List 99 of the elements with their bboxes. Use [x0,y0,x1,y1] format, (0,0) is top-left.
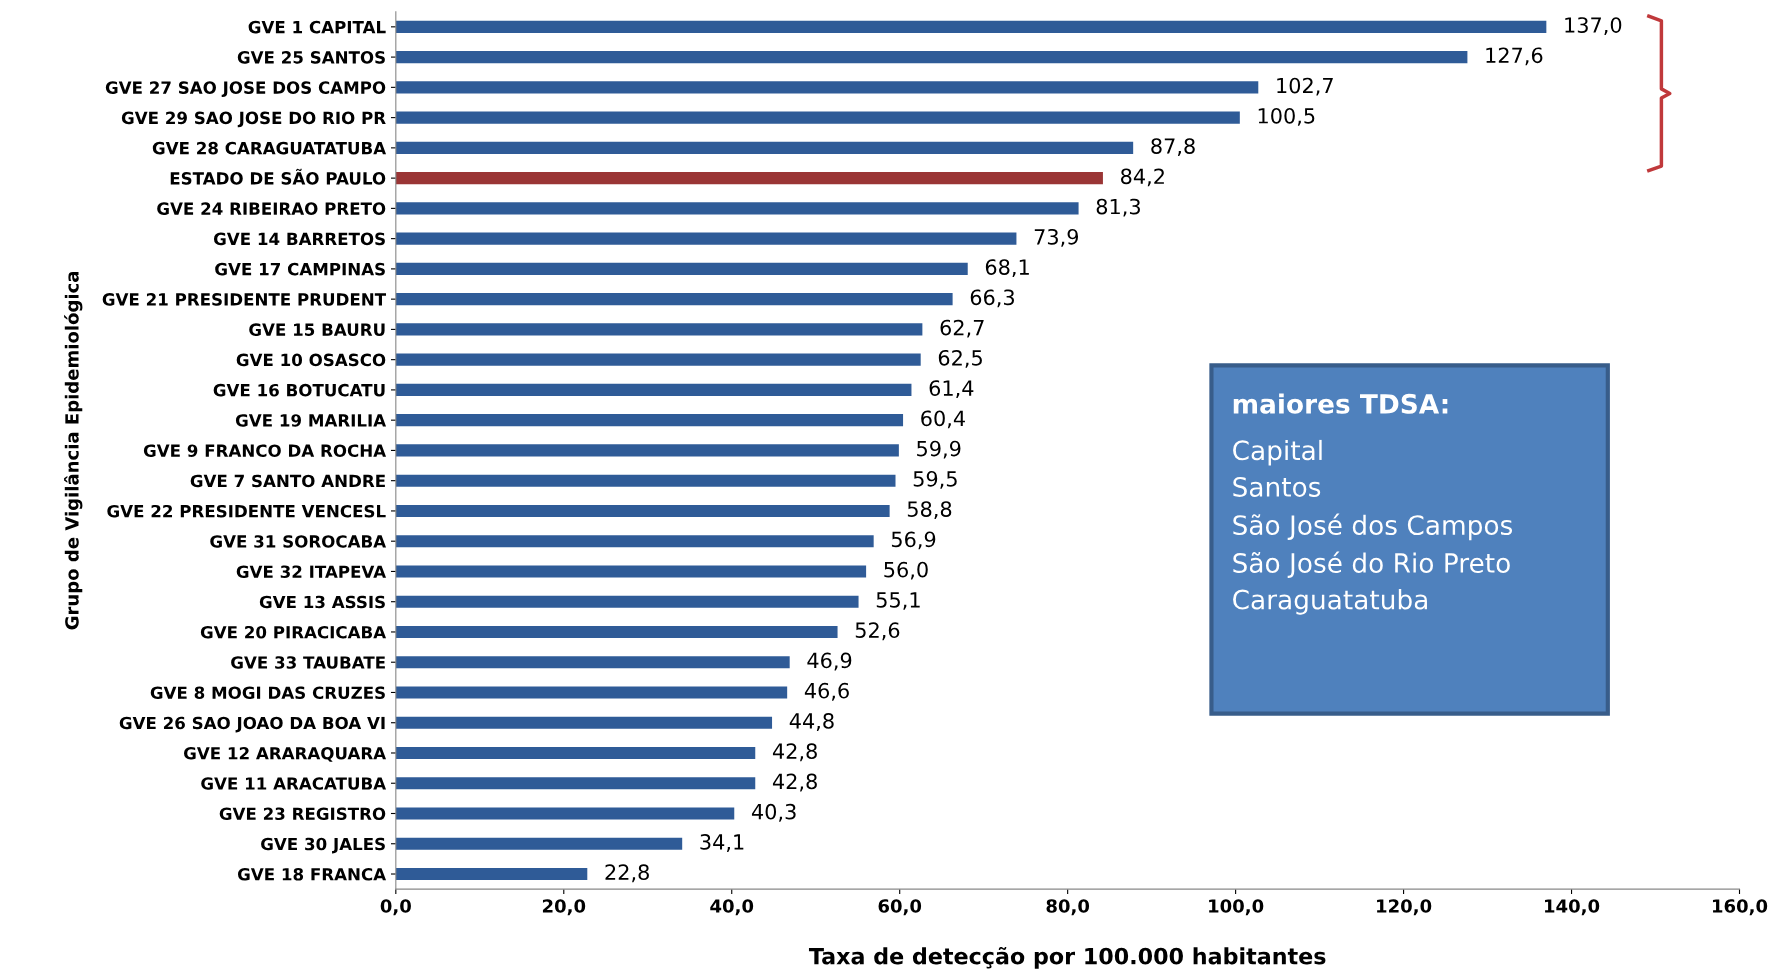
x-tick-label: 0,0 [380,899,411,916]
y-tick-label: GVE 28 CARAGUATATUBA [152,141,387,155]
data-label: 55,1 [876,592,920,610]
data-label: 61,4 [929,380,974,399]
data-label: 44,8 [789,713,834,731]
bar [395,414,904,427]
data-label: 62,7 [940,319,984,338]
y-tick-label: GVE 7 SANTO ANDRE [190,474,385,488]
y-tick-label: GVE 26 SAO JOAO DA BOA VI [119,716,385,733]
x-tick-label: 160,0 [1712,899,1768,916]
y-tick-label: GVE 18 FRANCA [237,867,387,881]
y-tick-label: GVE 24 RIBEIRAO PRETO [157,202,386,215]
data-label: 66,3 [970,289,1014,308]
y-axis-title: Grupo de Vigilância Epidemiológica [64,271,83,630]
bar [395,716,773,729]
y-tick-label: GVE 8 MOGI DAS CRUZES [150,686,385,700]
data-label: 84,2 [1121,168,1164,187]
bar [395,293,953,306]
y-tick-label: GVE 14 BARRETOS [213,232,385,246]
y-tick-label: GVE 22 PRESIDENTE VENCESL [107,504,386,518]
y-tick-label: GVE 11 ARACATUBA [201,777,387,790]
bar [395,444,899,457]
data-label: 100,5 [1258,107,1315,126]
y-tick-label: GVE 20 PIRACICABA [200,625,387,639]
x-tick-label: 60,0 [878,899,922,916]
data-label: 40,3 [751,803,796,822]
y-tick-label: GVE 27 SAO JOSE DOS CAMPO [105,81,386,98]
bar [395,323,923,336]
y-tick-label: GVE 16 BOTUCATU [213,383,385,397]
bar [395,353,921,366]
bar [395,656,790,669]
bar [395,504,890,517]
x-tick-label: 80,0 [1046,899,1090,916]
annotation: maiores TDSA: Capital Santos São José dos Campos São José do Rio Preto Caraguatatuba [1233,393,1513,615]
bar [395,262,968,275]
data-label: 42,8 [772,773,817,792]
y-tick-label: ESTADO DE SÃO PAULO [170,168,386,185]
data-label: 68,1 [985,259,1029,278]
bar [395,867,588,881]
y-tick-label: GVE 31 SOROCABA [210,535,387,548]
bar [395,232,1017,245]
data-label: 34,1 [700,834,744,852]
x-tick-label: 40,0 [710,899,754,916]
data-label: 52,6 [855,622,900,641]
x-tick-label: 20,0 [542,899,586,916]
y-tick-label: GVE 10 OSASCO [236,353,386,367]
data-label: 46,6 [804,682,849,701]
y-tick-label: GVE 32 ITAPEVA [236,565,387,579]
data-label: 87,8 [1151,138,1195,157]
data-label: 56,9 [891,531,936,550]
y-tick-label: GVE 33 TAUBATE [231,656,385,669]
x-tick-label: 120,0 [1377,899,1432,916]
data-label: 60,4 [921,410,965,429]
y-tick-label: GVE 21 PRESIDENTE PRUDENT [102,293,387,306]
data-label: 58,8 [907,501,952,520]
x-axis-title: Taxa de detecção por 100.000 habitantes [808,946,1326,969]
bar [395,474,896,487]
data-label: 42,8 [772,743,817,762]
data-label: 59,9 [917,440,961,459]
y-tick-label: GVE 15 BAURU [249,323,385,336]
y-tick-label: GVE 9 FRANCO DA ROCHA [143,444,387,457]
bar [395,807,735,820]
data-label: 46,9 [807,652,852,671]
y-tick-label: GVE 23 REGISTRO [219,807,386,821]
bar [395,20,1547,33]
data-label: 56,0 [884,561,928,580]
data-label: 102,7 [1277,77,1333,96]
bar [395,141,1134,154]
y-tick-label: GVE 29 SAO JOSE DO RIO PR [121,111,386,128]
bar [395,777,756,790]
bar [395,81,1259,94]
y-tick-label: GVE 1 CAPITAL [248,20,386,34]
bar [395,565,867,578]
bar [395,172,1103,185]
bar [395,535,874,548]
bar [395,202,1079,215]
x-tick-label: 140,0 [1545,899,1600,916]
data-label: 137,0 [1565,17,1622,36]
bar [395,51,1468,64]
y-tick-label: GVE 30 JALES [261,837,385,854]
bar [395,383,912,396]
y-tick-label: GVE 13 ASSIS [259,595,385,609]
y-tick-label: GVE 25 SANTOS [237,51,385,64]
y-tick-label: GVE 17 CAMPINAS [215,262,385,276]
data-label: 127,6 [1486,47,1543,66]
data-label: 62,5 [938,349,982,368]
bar [395,686,788,699]
bar [395,111,1240,124]
data-label: 81,3 [1096,198,1140,217]
x-tick-label: 100,0 [1209,899,1264,916]
bar [395,625,838,639]
bar [395,746,756,760]
bar [395,595,859,608]
data-label: 22,8 [605,864,649,883]
y-tick-label: GVE 12 ARARAQUARA [184,746,387,762]
bar [395,837,683,850]
y-tick-label: GVE 19 MARILIA [235,414,387,427]
data-label: 59,5 [913,470,957,489]
data-label: 73,9 [1034,228,1079,247]
